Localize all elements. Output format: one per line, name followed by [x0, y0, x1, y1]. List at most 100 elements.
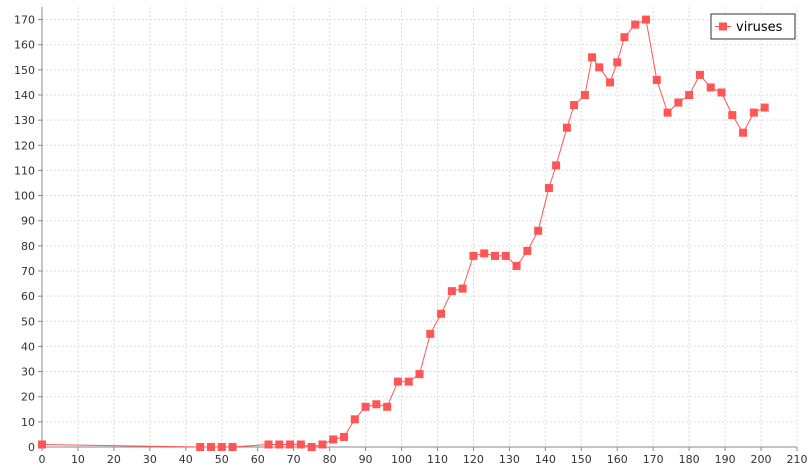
data-point-viruses-12	[340, 432, 348, 441]
x-tick-label-30: 30	[143, 453, 157, 466]
x-tick-label-0: 0	[39, 453, 46, 466]
data-point-viruses-5	[264, 440, 273, 449]
data-point-viruses-41	[631, 20, 640, 29]
x-tick-label-160: 160	[607, 453, 628, 466]
data-point-viruses-21	[437, 309, 446, 318]
x-tick-label-200: 200	[751, 453, 772, 466]
y-tick-label-80: 80	[21, 240, 35, 253]
legend-marker	[719, 22, 727, 31]
data-point-viruses-22	[447, 287, 456, 296]
data-point-viruses-35	[580, 91, 589, 99]
y-tick-label-0: 0	[28, 441, 35, 454]
x-tick-label-90: 90	[359, 453, 373, 466]
data-point-viruses-31	[544, 184, 553, 193]
x-tick-label-60: 60	[251, 453, 265, 466]
y-tick-label-120: 120	[14, 139, 35, 152]
data-point-viruses-25	[480, 249, 489, 258]
y-tick-label-110: 110	[14, 164, 35, 177]
data-point-viruses-43	[652, 75, 661, 84]
x-tick-label-170: 170	[643, 453, 664, 466]
y-tick-label-10: 10	[21, 416, 35, 429]
data-point-viruses-30	[534, 226, 543, 235]
data-point-viruses-39	[613, 58, 622, 67]
data-point-viruses-36	[588, 53, 597, 62]
y-tick-label-30: 30	[21, 366, 35, 379]
data-point-viruses-47	[695, 70, 704, 79]
y-tick-label-170: 170	[14, 14, 35, 27]
data-point-viruses-44	[663, 108, 672, 117]
y-tick-label-70: 70	[21, 265, 35, 278]
x-tick-label-100: 100	[391, 453, 412, 466]
data-point-viruses-23	[458, 284, 467, 293]
data-point-viruses-50	[728, 111, 737, 120]
x-tick-label-70: 70	[287, 453, 301, 466]
data-point-viruses-33	[562, 123, 571, 132]
data-point-viruses-34	[570, 101, 579, 110]
data-point-viruses-38	[606, 78, 615, 87]
data-point-viruses-17	[393, 377, 402, 386]
data-point-viruses-37	[595, 63, 604, 72]
data-point-viruses-45	[674, 98, 683, 107]
x-tick-label-80: 80	[323, 453, 337, 466]
x-tick-label-130: 130	[499, 453, 520, 466]
y-tick-label-100: 100	[14, 190, 35, 203]
data-point-viruses-13	[350, 415, 359, 424]
data-point-viruses-18	[404, 377, 413, 386]
plot-area	[42, 7, 797, 447]
data-point-viruses-8	[296, 440, 305, 449]
y-tick-label-60: 60	[21, 290, 35, 303]
y-tick-label-50: 50	[21, 315, 35, 328]
y-tick-label-40: 40	[21, 340, 35, 353]
x-tick-label-20: 20	[107, 453, 121, 466]
y-tick-label-90: 90	[21, 215, 35, 228]
x-tick-label-140: 140	[535, 453, 556, 466]
data-point-viruses-20	[426, 329, 435, 338]
data-point-viruses-1	[196, 443, 205, 451]
x-tick-label-110: 110	[427, 453, 448, 466]
data-point-viruses-16	[383, 402, 392, 411]
series-layer	[38, 15, 769, 451]
data-point-viruses-24	[469, 251, 478, 260]
y-tick-label-20: 20	[21, 391, 35, 404]
x-tick-label-180: 180	[679, 453, 700, 466]
x-tick-label-120: 120	[463, 453, 484, 466]
data-point-viruses-3	[217, 443, 226, 451]
data-point-viruses-10	[318, 440, 327, 449]
y-tick-label-140: 140	[14, 89, 35, 102]
data-point-viruses-46	[685, 91, 694, 99]
data-point-viruses-52	[749, 108, 758, 117]
data-point-viruses-6	[275, 440, 284, 449]
data-point-viruses-48	[706, 83, 715, 92]
y-tick-label-160: 160	[14, 39, 35, 52]
data-point-viruses-26	[491, 251, 499, 260]
data-point-viruses-32	[552, 161, 561, 170]
x-tick-label-190: 190	[715, 453, 736, 466]
x-tick-label-40: 40	[179, 453, 193, 466]
data-point-viruses-29	[523, 246, 532, 255]
data-point-viruses-7	[286, 440, 295, 449]
data-point-viruses-11	[329, 435, 338, 444]
data-point-viruses-0	[38, 440, 46, 449]
x-tick-label-10: 10	[71, 453, 85, 466]
x-tick-label-150: 150	[571, 453, 592, 466]
data-point-viruses-40	[620, 33, 629, 42]
data-point-viruses-9	[307, 443, 316, 451]
data-point-viruses-28	[512, 261, 521, 270]
data-point-viruses-51	[739, 128, 748, 137]
legend-label-viruses: viruses	[736, 20, 783, 35]
legend: viruses	[710, 13, 796, 40]
data-point-viruses-49	[717, 88, 726, 97]
grid	[41, 7, 798, 448]
axes: 0 10 20 30 40 50 60 70 80 90 100 110 120 130 140 150 160…	[14, 7, 808, 466]
data-point-viruses-19	[415, 370, 424, 379]
y-tick-label-130: 130	[14, 114, 35, 127]
data-point-viruses-4	[228, 443, 237, 451]
data-point-viruses-14	[361, 402, 370, 411]
y-tick-label-150: 150	[14, 64, 35, 77]
data-point-viruses-2	[206, 443, 215, 451]
data-point-viruses-27	[501, 251, 510, 260]
x-tick-label-210: 210	[787, 453, 808, 466]
x-tick-label-50: 50	[215, 453, 229, 466]
